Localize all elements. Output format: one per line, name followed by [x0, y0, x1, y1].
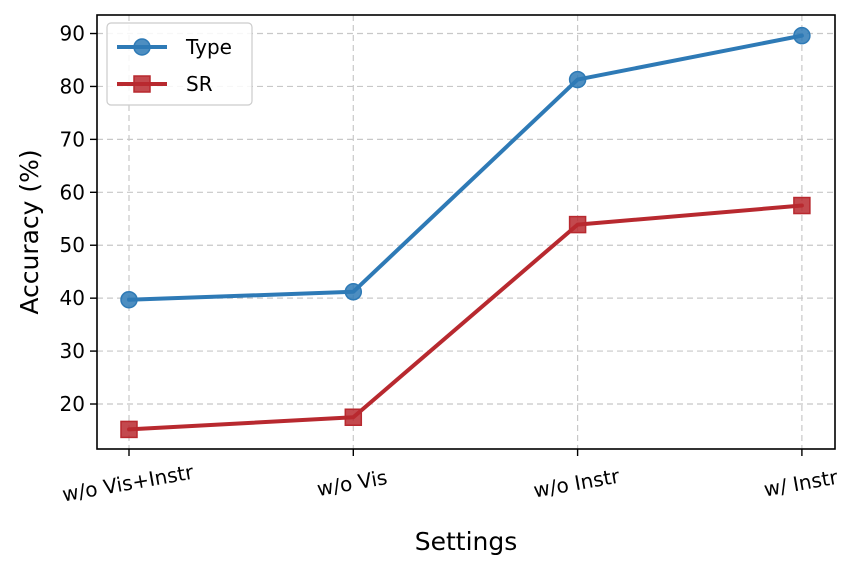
data-point-type [568, 70, 587, 89]
series-line-sr [127, 203, 804, 432]
y-tick-label: 40 [60, 286, 85, 310]
x-tick-label: w/o Vis+Instr [60, 460, 196, 507]
legend-marker-type [133, 38, 151, 56]
y-axis-title: Accuracy (%) [15, 149, 44, 314]
series-line-type [127, 33, 804, 302]
legend-marker-sr [133, 75, 151, 93]
y-tick-label: 80 [60, 74, 85, 98]
plot-frame [96, 14, 836, 450]
data-point-sr [793, 196, 811, 215]
y-tick-label: 30 [60, 339, 85, 363]
data-point-type [120, 290, 138, 309]
legend: Type SR [106, 22, 253, 106]
y-tick-label: 20 [60, 392, 85, 416]
data-point-type [344, 283, 363, 301]
x-tick-label: w/o Vis [315, 465, 389, 501]
series-lines [120, 26, 811, 439]
y-tick-label: 70 [60, 127, 85, 151]
x-axis: w/o Vis+Instr w/o Vis w/o Instr w/ Instr [60, 449, 840, 506]
y-tick-label: 50 [60, 233, 85, 257]
y-axis: 20 30 40 50 60 70 80 90 [60, 22, 97, 416]
data-point-type [793, 26, 811, 45]
legend-label-sr: SR [186, 72, 213, 96]
y-tick-label: 90 [60, 22, 85, 46]
x-axis-title: Settings [415, 527, 518, 556]
data-point-sr [568, 215, 587, 234]
data-point-sr [120, 420, 138, 439]
x-tick-label: w/o Instr [532, 464, 622, 503]
data-point-sr [344, 408, 363, 426]
legend-label-type: Type [185, 35, 232, 59]
x-tick-label: w/ Instr [762, 465, 840, 502]
y-tick-label: 60 [60, 180, 85, 204]
